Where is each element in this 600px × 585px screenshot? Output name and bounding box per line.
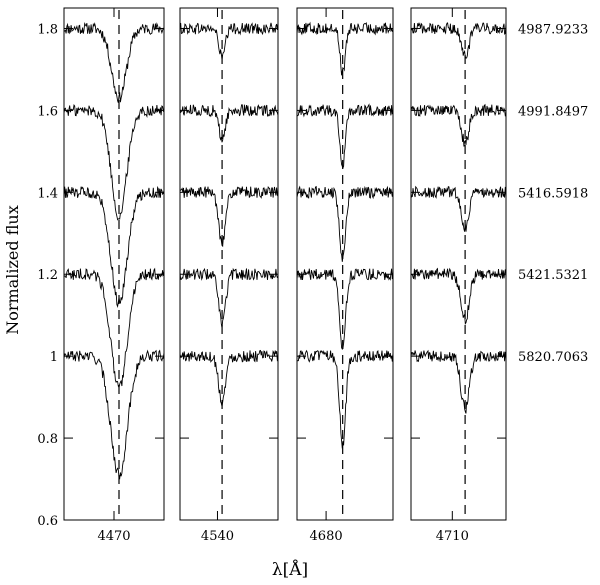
spectrum-line bbox=[410, 103, 507, 147]
spectrum-line bbox=[296, 349, 394, 449]
y-axis-label: Normalized flux bbox=[3, 205, 22, 334]
y-tick-label: 1.6 bbox=[37, 104, 58, 119]
spectrum-line bbox=[296, 268, 394, 350]
spectrum-line bbox=[63, 267, 165, 389]
epoch-label: 5421.5321 bbox=[518, 268, 588, 283]
epoch-label: 4991.8497 bbox=[518, 104, 588, 119]
x-tick-label: 4680 bbox=[310, 529, 343, 544]
spectrum-line bbox=[296, 21, 394, 76]
x-tick-label: 4710 bbox=[436, 529, 469, 544]
panel-frame bbox=[296, 7, 394, 521]
spectrum-line bbox=[410, 185, 507, 232]
spectrum-line bbox=[179, 267, 279, 329]
spectrum-line bbox=[410, 349, 507, 414]
y-tick-label: 1.2 bbox=[37, 268, 58, 283]
spectrum-line bbox=[63, 22, 165, 103]
spectrum-line bbox=[179, 349, 279, 407]
panel-2: 4540 bbox=[179, 7, 279, 544]
spectrum-line bbox=[410, 267, 507, 325]
x-tick-label: 4470 bbox=[97, 529, 130, 544]
panel-frame bbox=[179, 7, 279, 521]
panel-frame bbox=[410, 7, 507, 521]
panel-1: 4470 bbox=[63, 7, 165, 544]
spectrum-line bbox=[296, 103, 394, 170]
spectrum-line bbox=[63, 104, 165, 221]
x-tick-label: 4540 bbox=[201, 529, 234, 544]
epoch-label: 4987.9233 bbox=[518, 22, 588, 37]
x-axis-label: λ[Å] bbox=[272, 559, 308, 580]
spectrum-line bbox=[63, 349, 165, 480]
spectrum-line bbox=[179, 22, 279, 60]
panel-3: 4680 bbox=[296, 7, 394, 544]
epoch-label: 5820.7063 bbox=[518, 350, 588, 365]
y-tick-label: 0.8 bbox=[37, 432, 58, 447]
spectrum-line bbox=[410, 22, 507, 59]
y-tick-label: 1.8 bbox=[37, 22, 58, 37]
panels-group: 4470 4540 4680 4710 bbox=[63, 7, 507, 544]
spectrum-line bbox=[179, 104, 279, 143]
epoch-labels: 4987.9233 4991.8497 5416.5918 5421.5321 5820… bbox=[518, 22, 588, 365]
y-tick-label: 1 bbox=[50, 350, 58, 365]
spectrum-line bbox=[179, 185, 279, 248]
panel-4: 4710 bbox=[410, 7, 507, 544]
y-tick-label: 1.4 bbox=[37, 186, 58, 201]
y-tick-labels: 0.6 0.8 1 1.2 1.4 1.6 1.8 bbox=[37, 22, 58, 529]
y-tick-label: 0.6 bbox=[37, 514, 58, 529]
spectrum-line bbox=[63, 185, 165, 308]
spectrum-line bbox=[296, 185, 394, 262]
epoch-label: 5416.5918 bbox=[518, 186, 588, 201]
